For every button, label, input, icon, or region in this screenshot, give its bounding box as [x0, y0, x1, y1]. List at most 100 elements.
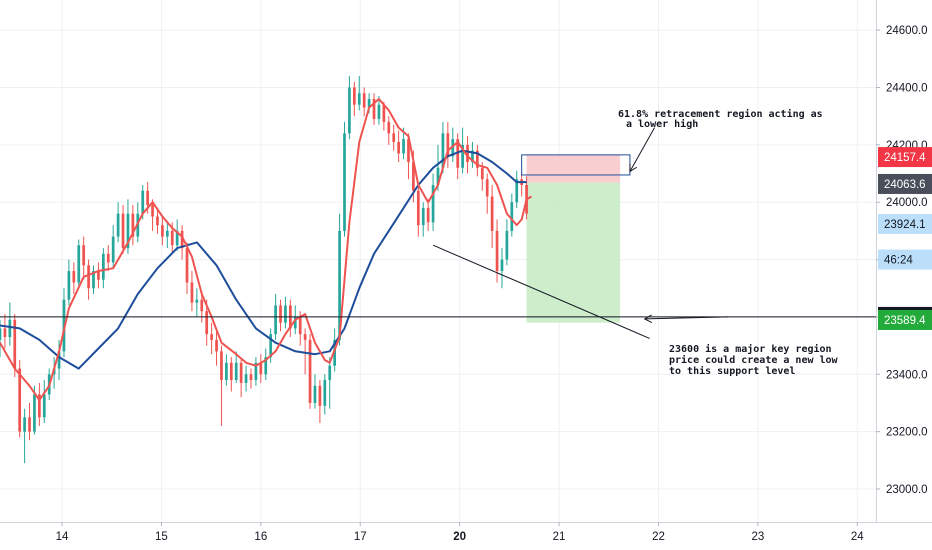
- candle: [323, 374, 327, 415]
- candle: [426, 199, 430, 231]
- candle-body: [471, 150, 474, 163]
- candle: [313, 374, 317, 409]
- candle: [131, 205, 135, 246]
- candle-body: [402, 139, 405, 154]
- candle-body: [495, 230, 499, 272]
- candle-body: [279, 305, 282, 323]
- candle: [357, 76, 361, 111]
- candle: [318, 380, 322, 424]
- candle-body: [249, 374, 253, 381]
- candle-body: [234, 362, 238, 381]
- candle-body: [362, 93, 366, 108]
- candle: [387, 116, 391, 145]
- candle-body: [461, 144, 464, 168]
- candle-body: [239, 362, 243, 383]
- candle-body: [308, 339, 312, 403]
- candle: [116, 202, 120, 243]
- candle-body: [348, 87, 351, 134]
- candle: [8, 302, 12, 346]
- candle: [343, 121, 346, 237]
- candle-body: [116, 213, 120, 237]
- annotation-line: a lower high: [626, 118, 698, 130]
- candle: [126, 199, 130, 254]
- candle-body: [254, 362, 258, 381]
- candle-body: [225, 362, 228, 381]
- candle: [234, 351, 238, 383]
- candle: [490, 184, 494, 249]
- annotation-arrow-head: [629, 163, 637, 173]
- candle-body: [67, 271, 71, 300]
- annotation-line: 23600 is a major key region: [669, 343, 832, 355]
- candle-body: [392, 133, 396, 142]
- candle-body: [195, 299, 199, 303]
- candle-body: [274, 305, 277, 335]
- candle-body: [229, 362, 233, 381]
- candle: [229, 357, 233, 392]
- candle: [97, 262, 100, 289]
- annotation-line: to this support level: [669, 365, 795, 377]
- candle: [249, 368, 253, 389]
- candle: [284, 296, 287, 329]
- candle: [269, 328, 273, 363]
- candle-body: [170, 230, 174, 246]
- candle: [377, 96, 381, 125]
- candle-body: [426, 207, 430, 223]
- candle-body: [156, 216, 159, 226]
- candle-body: [480, 167, 484, 180]
- candle: [392, 124, 396, 151]
- candle: [279, 299, 282, 332]
- candle-body: [0, 328, 2, 340]
- candle-body: [318, 385, 322, 406]
- price-tag-label: 23924.1: [884, 219, 926, 231]
- candle-body: [284, 305, 287, 323]
- candle-body: [126, 213, 130, 249]
- candle: [495, 219, 499, 283]
- candle: [185, 242, 189, 294]
- candle-body: [3, 328, 7, 338]
- candle: [82, 236, 86, 280]
- candle: [165, 222, 169, 249]
- candle-body: [18, 368, 22, 432]
- candle-body: [466, 144, 469, 163]
- price-tag: 23589.4: [878, 309, 932, 330]
- annotation-line: price could create a new low: [669, 354, 839, 366]
- price-tag: 23924.1: [878, 213, 932, 234]
- candle: [225, 354, 228, 386]
- candle: [92, 265, 95, 294]
- grid-lines: [0, 0, 876, 522]
- candle-body: [111, 236, 115, 263]
- candle-body: [87, 265, 90, 289]
- slow-moving-average-line: [0, 149, 527, 370]
- candle-body: [407, 139, 410, 163]
- candle-body: [97, 271, 100, 280]
- candle: [180, 225, 184, 260]
- candle: [505, 219, 509, 266]
- time-axis[interactable]: 14 15 16 17 20 21 22 23 24: [0, 522, 932, 543]
- fast-moving-average-line: [0, 98, 532, 402]
- candle-body: [77, 245, 81, 283]
- candle-body: [215, 339, 218, 352]
- candle-body: [220, 351, 223, 381]
- candle-body: [200, 299, 204, 312]
- candle-body: [476, 150, 479, 168]
- price-axis[interactable]: 23000.023200.023400.023600.023800.024000…: [876, 0, 932, 522]
- candle: [397, 130, 400, 163]
- candle-body: [387, 121, 391, 134]
- candle-body: [485, 179, 489, 197]
- candle: [421, 202, 425, 237]
- candle: [121, 205, 125, 254]
- candle-body: [367, 98, 371, 108]
- candle-body: [436, 167, 440, 185]
- price-tag-label: 23589.4: [884, 315, 926, 327]
- candle: [244, 365, 248, 392]
- candle-body: [106, 253, 110, 263]
- candle-body: [92, 271, 95, 289]
- candle: [18, 359, 22, 438]
- candle-body: [244, 374, 248, 383]
- candle-body: [303, 334, 307, 340]
- candle: [303, 328, 307, 375]
- candle-body: [190, 282, 194, 303]
- candle: [77, 239, 81, 289]
- candle-body: [82, 245, 86, 266]
